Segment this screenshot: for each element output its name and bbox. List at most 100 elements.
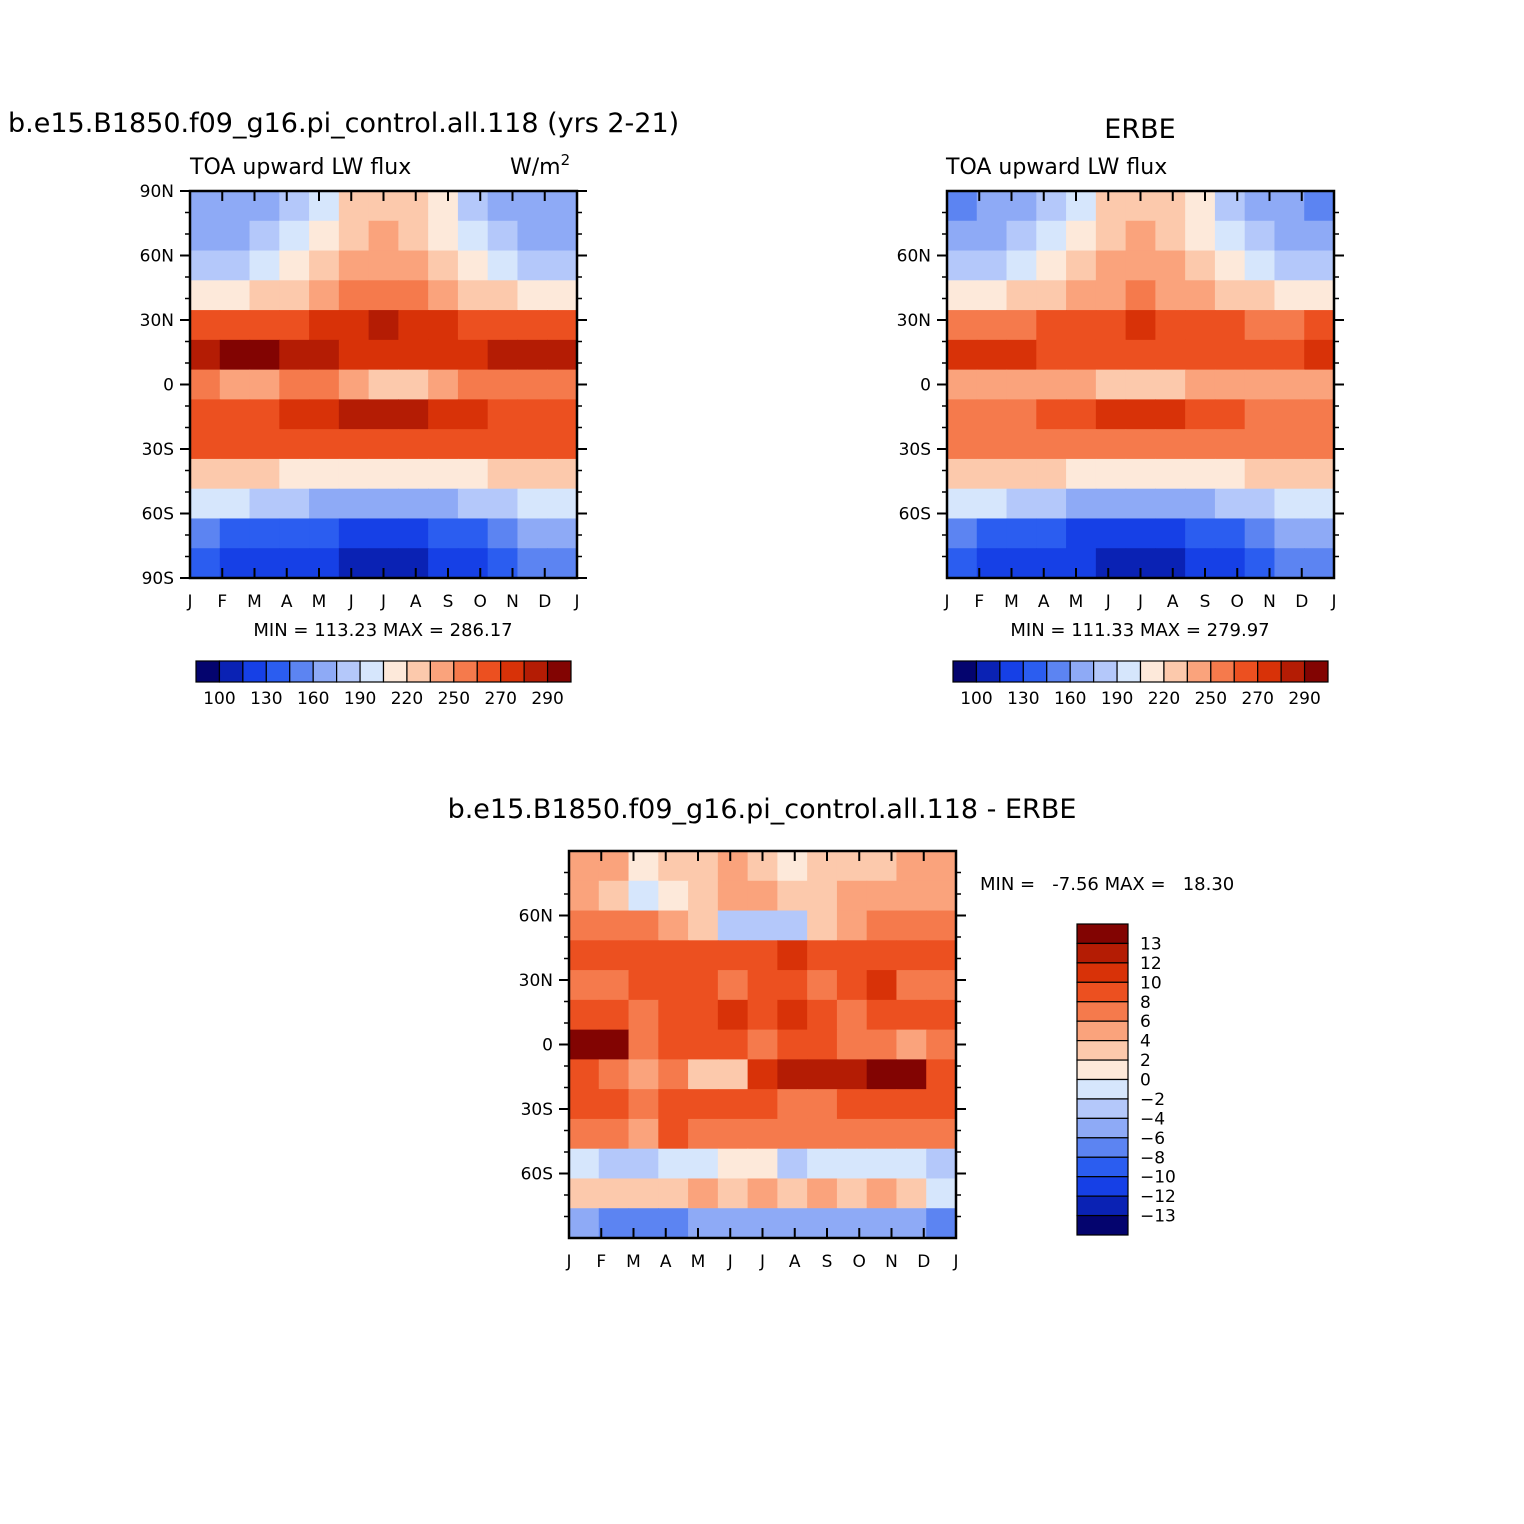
heatmap-cell bbox=[947, 339, 978, 371]
heatmap-cell bbox=[457, 220, 489, 252]
heatmap-cell bbox=[1274, 399, 1305, 430]
heatmap-cells bbox=[947, 191, 1335, 579]
heatmap-cell bbox=[517, 339, 548, 371]
heatmap-cell bbox=[547, 191, 578, 222]
colorbar-swatch bbox=[1257, 660, 1282, 683]
heatmap-cell bbox=[398, 191, 429, 222]
heatmap-cell bbox=[947, 280, 978, 311]
heatmap-cells bbox=[190, 191, 578, 579]
heatmap-cell bbox=[547, 369, 578, 400]
heatmap-cell bbox=[279, 488, 310, 520]
heatmap-cell bbox=[1036, 399, 1067, 430]
heatmap-cell bbox=[338, 280, 370, 311]
heatmap-cell bbox=[688, 851, 719, 882]
colorbar-label: 100 bbox=[203, 689, 235, 709]
panel-model-subtitle: TOA upward LW flux bbox=[189, 155, 411, 180]
heatmap-cell bbox=[807, 1029, 838, 1060]
heatmap-cell bbox=[947, 399, 978, 430]
heatmap-cell bbox=[279, 339, 310, 371]
heatmap-cell bbox=[219, 399, 251, 430]
heatmap-cell bbox=[1214, 280, 1246, 311]
heatmap-cell bbox=[1066, 339, 1097, 371]
heatmap-cell bbox=[1244, 310, 1276, 341]
heatmap-cell bbox=[807, 999, 838, 1031]
heatmap-cell bbox=[1274, 488, 1305, 520]
heatmap-cell bbox=[866, 880, 898, 912]
heatmap-cell bbox=[547, 250, 578, 281]
colorbar-swatch bbox=[1076, 1156, 1129, 1178]
heatmap-cell bbox=[190, 369, 221, 400]
heatmap-cell bbox=[1006, 250, 1037, 281]
x-tick-label: J bbox=[573, 592, 579, 612]
heatmap-cell bbox=[398, 518, 429, 549]
heatmap-cell bbox=[398, 339, 429, 371]
heatmap-cell bbox=[517, 518, 548, 549]
heatmap-cell bbox=[279, 548, 310, 579]
heatmap-cell bbox=[688, 1208, 719, 1239]
heatmap-cell bbox=[1155, 458, 1186, 490]
heatmap-cell bbox=[1214, 191, 1246, 222]
heatmap-cell bbox=[1274, 191, 1305, 222]
x-tick-label: J bbox=[727, 1252, 733, 1272]
heatmap-cell bbox=[866, 1089, 898, 1120]
y-tick-label: 0 bbox=[920, 376, 931, 396]
heatmap-cell bbox=[517, 488, 548, 520]
heatmap-cell bbox=[1304, 518, 1335, 549]
x-tick-label: A bbox=[1038, 592, 1050, 612]
y-tick-label: 90S bbox=[142, 569, 174, 589]
heatmap-cell bbox=[249, 488, 280, 520]
heatmap-cell bbox=[1036, 458, 1067, 490]
heatmap-cell bbox=[569, 999, 600, 1031]
heatmap-cell bbox=[1095, 399, 1127, 430]
colorbar-label: 2 bbox=[1140, 1051, 1151, 1071]
heatmap-cell bbox=[836, 910, 868, 941]
heatmap-cell bbox=[777, 1208, 808, 1239]
heatmap-cell bbox=[190, 399, 221, 430]
heatmap-cell bbox=[219, 458, 251, 490]
heatmap-cell bbox=[1006, 518, 1037, 549]
heatmap-cell bbox=[896, 1148, 927, 1180]
colorbar-label: 0 bbox=[1140, 1071, 1151, 1091]
heatmap-cell bbox=[1006, 429, 1037, 460]
heatmap-cell bbox=[598, 1148, 630, 1180]
heatmap-cell bbox=[688, 910, 719, 941]
x-tick-label: A bbox=[410, 592, 422, 612]
x-tick-label: J bbox=[759, 1252, 765, 1272]
heatmap-cell bbox=[1095, 310, 1127, 341]
heatmap-cell bbox=[896, 1059, 927, 1090]
heatmap-cell bbox=[1006, 310, 1037, 341]
heatmap-cell bbox=[1036, 548, 1067, 579]
heatmap-cell bbox=[747, 1029, 778, 1060]
heatmap-cell bbox=[517, 280, 548, 311]
x-tick-label: D bbox=[538, 592, 551, 612]
colorbar-swatch bbox=[429, 660, 455, 683]
heatmap-cell bbox=[569, 1118, 600, 1150]
heatmap-cell bbox=[598, 970, 630, 1001]
heatmap-cell bbox=[1125, 220, 1156, 252]
colorbar-label: 100 bbox=[960, 689, 992, 709]
heatmap-cell bbox=[717, 1118, 749, 1150]
heatmap-cell bbox=[517, 250, 548, 281]
heatmap-cell bbox=[1274, 458, 1305, 490]
heatmap-cell bbox=[487, 220, 519, 252]
heatmap-cell bbox=[896, 1178, 927, 1209]
y-tick-label: 0 bbox=[542, 1036, 553, 1056]
heatmap-cell bbox=[428, 548, 459, 579]
x-tick-label: F bbox=[596, 1252, 606, 1272]
colorbar-swatch bbox=[1076, 1020, 1129, 1042]
y-tick-label: 30S bbox=[142, 440, 174, 460]
heatmap-cell bbox=[1304, 339, 1335, 371]
heatmap-cell bbox=[279, 220, 310, 252]
heatmap-cell bbox=[658, 851, 689, 882]
heatmap-cell bbox=[747, 940, 778, 971]
heatmap-cell bbox=[688, 1059, 719, 1090]
heatmap-cell bbox=[1155, 280, 1186, 311]
heatmap-cell bbox=[428, 220, 459, 252]
heatmap-cell bbox=[807, 940, 838, 971]
heatmap-cell bbox=[428, 369, 459, 400]
heatmap-cell bbox=[1274, 339, 1305, 371]
heatmap-cell bbox=[1095, 191, 1127, 222]
heatmap-cell bbox=[836, 1089, 868, 1120]
heatmap-cell bbox=[628, 880, 659, 912]
